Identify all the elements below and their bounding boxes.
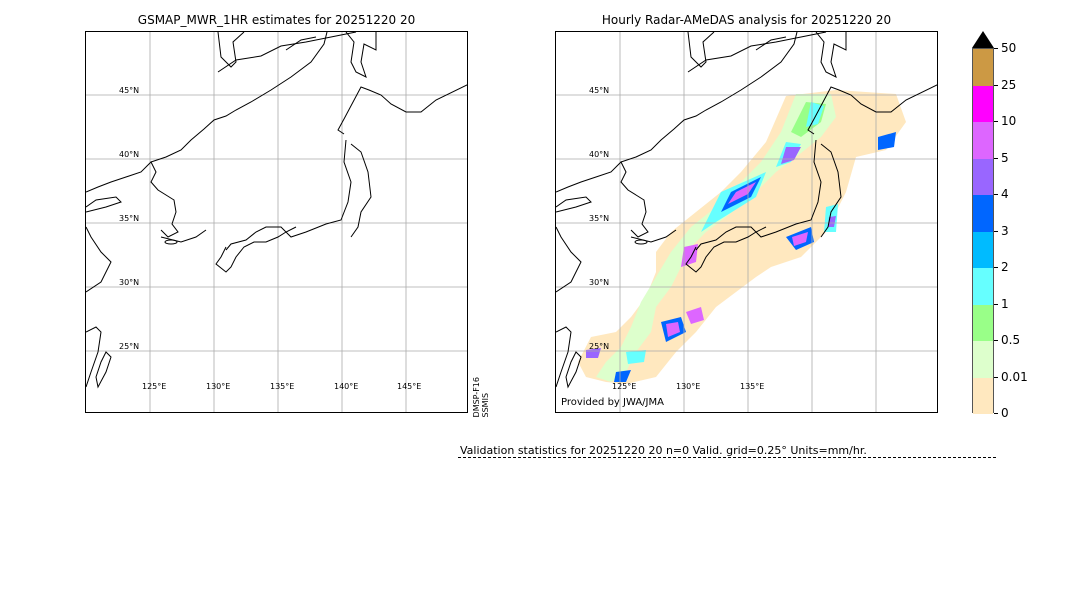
colorbar-label-25: 25 (1001, 78, 1017, 92)
colorbar-label-0.5: 0.5 (1001, 333, 1021, 347)
lat-label-40: 40°N (119, 150, 140, 159)
colorbar-label-10: 10 (1001, 114, 1017, 128)
colorbar-label-3: 3 (1001, 224, 1009, 238)
colorbar-tick (994, 340, 998, 341)
colorbar-seg-4-5 (973, 158, 993, 195)
colorbar-seg-5-10 (973, 122, 993, 159)
lon-label-135: 135°E (270, 382, 295, 391)
lon-label-125: 125°E (142, 382, 167, 391)
colorbar-tick (994, 194, 998, 195)
validation-statistics: Validation statistics for 20251220 20 n=… (460, 444, 867, 457)
left-panel-title: GSMAP_MWR_1HR estimates for 20251220 20 (137, 13, 416, 27)
colorbar-seg-0-001 (973, 377, 993, 414)
lat-label-45: 45°N (119, 86, 140, 95)
right-panel-title: Hourly Radar-AMeDAS analysis for 2025122… (601, 13, 892, 27)
colorbar-tick (994, 85, 998, 86)
colorbar-tick (994, 304, 998, 305)
lon-label-135: 135°E (740, 382, 765, 391)
colorbar-label-5: 5 (1001, 151, 1009, 165)
colorbar-seg-2-3 (973, 231, 993, 268)
colorbar-seg-25-50 (973, 49, 993, 86)
colorbar-label-0: 0 (1001, 406, 1009, 420)
colorbar-tick (994, 121, 998, 122)
colorbar-label-2: 2 (1001, 260, 1009, 274)
colorbar-seg-1-2 (973, 268, 993, 305)
lat-label-25: 25°N (589, 342, 610, 351)
colorbar-label-0.01: 0.01 (1001, 370, 1028, 384)
lat-label-30: 30°N (119, 278, 140, 287)
lat-label-35: 35°N (589, 214, 610, 223)
colorbar-seg-05-1 (973, 304, 993, 341)
lon-label-125: 125°E (612, 382, 637, 391)
lon-label-130: 130°E (206, 382, 231, 391)
satellite-label: DMSP-F16 SSMIS (472, 377, 490, 417)
colorbar-extend-arrow (972, 31, 994, 48)
lat-label-35: 35°N (119, 214, 140, 223)
lat-label-45: 45°N (589, 86, 610, 95)
colorbar-tick (994, 231, 998, 232)
satellite-name: DMSP-F16 (472, 377, 481, 418)
lon-label-130: 130°E (676, 382, 701, 391)
right-map: 45°N 40°N 35°N 30°N 25°N 125°E 130°E 135… (555, 31, 938, 413)
lat-label-40: 40°N (589, 150, 610, 159)
precip-field (578, 90, 906, 384)
colorbar-label-50: 50 (1001, 41, 1017, 55)
colorbar-tick (994, 48, 998, 49)
sensor-name: SSMIS (481, 392, 490, 418)
validation-divider (458, 457, 996, 458)
lon-label-145: 145°E (397, 382, 422, 391)
lat-label-30: 30°N (589, 278, 610, 287)
colorbar-seg-001-05 (973, 341, 993, 378)
colorbar-seg-3-4 (973, 195, 993, 232)
lon-label-140: 140°E (334, 382, 359, 391)
colorbar (972, 48, 994, 414)
right-map-graphic (556, 32, 937, 412)
colorbar-tick (994, 377, 998, 378)
colorbar-tick (994, 267, 998, 268)
colorbar-tick (994, 158, 998, 159)
lat-label-25: 25°N (119, 342, 140, 351)
data-credit: Provided by JWA/JMA (561, 397, 664, 408)
left-map: 45°N 40°N 35°N 30°N 25°N 125°E 130°E 135… (85, 31, 468, 413)
colorbar-seg-10-25 (973, 85, 993, 122)
left-map-graphic (86, 32, 467, 412)
colorbar-label-4: 4 (1001, 187, 1009, 201)
colorbar-label-1: 1 (1001, 297, 1009, 311)
colorbar-tick (994, 413, 998, 414)
